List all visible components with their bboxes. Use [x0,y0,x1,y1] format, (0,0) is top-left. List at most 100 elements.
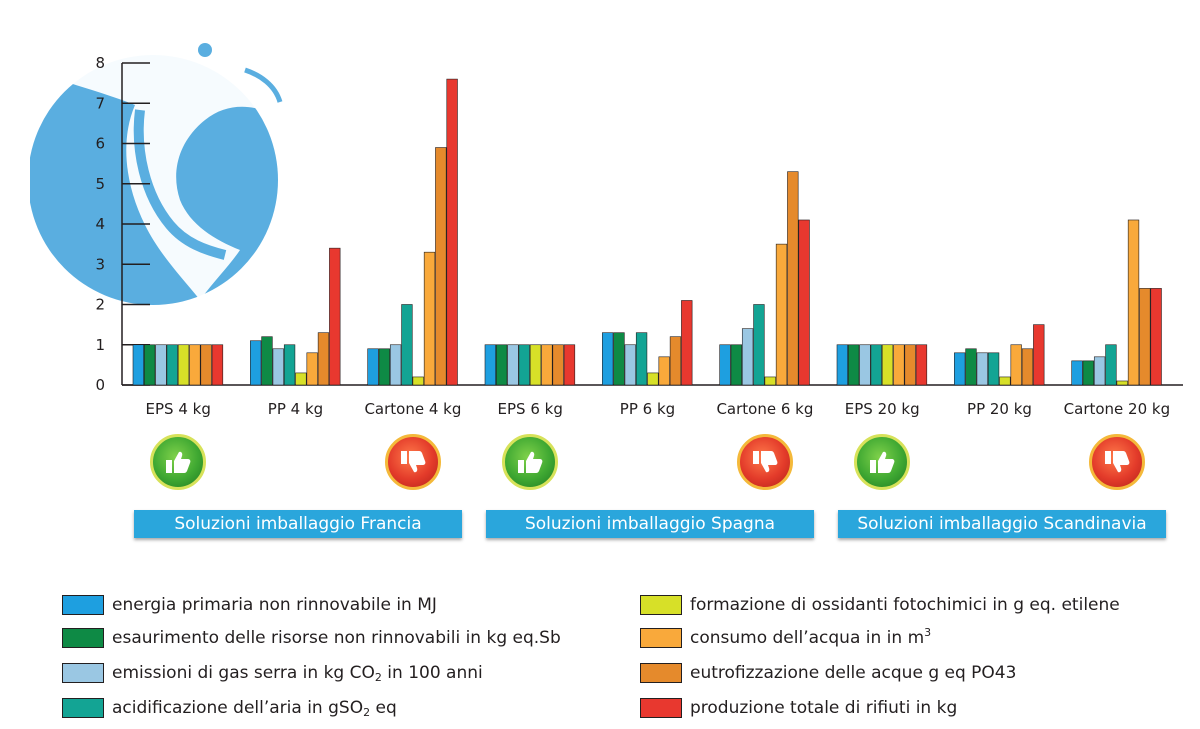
bar-gas_serra [741,328,754,386]
category-label: Cartone 20 kg [1064,400,1170,418]
bar-rifiuti [798,219,810,386]
bar-gas_serra [155,344,167,386]
bar-rifiuti [563,344,576,386]
bar-rifiuti [446,78,458,386]
bar-gas_serra [624,344,636,386]
bar-acqua [1010,344,1022,386]
legend-label-gas-serra: emissioni di gas serra in kg CO2 in 100 … [112,663,483,684]
bar-acqua [423,251,436,386]
bar-energia [250,340,262,386]
bar-energia [602,332,614,386]
bar-acidificazione [635,332,648,386]
bar-eutrofizzazione [552,344,564,386]
bar-acidificazione [987,352,1000,386]
legend-swatch-eutrofizzazione [640,663,682,683]
thumbs-down-badge [736,434,793,490]
bar-energia [132,344,144,386]
bar-eutrofizzazione [904,344,916,386]
category-label: PP 6 kg [620,400,675,418]
bar-acqua [893,344,905,386]
bar-eutrofizzazione [435,147,447,386]
bar-esaurimento [261,336,273,386]
bar-acqua [541,344,553,386]
bar-gas_serra [272,348,284,386]
bar-acqua [658,356,670,386]
bar-ossidanti [881,344,894,386]
bars [132,78,1162,386]
category-label: Cartone 4 kg [364,400,461,418]
bar-eutrofizzazione [787,171,799,386]
legend-swatch-ossidanti [640,595,682,615]
bar-eutrofizzazione [200,344,212,386]
bar-energia [719,344,731,386]
bar-esaurimento [495,344,508,386]
bar-ossidanti [764,376,776,386]
category-label: PP 20 kg [967,400,1032,418]
bar-ossidanti [647,372,659,386]
bar-rifiuti [329,247,341,386]
bar-esaurimento [1082,360,1094,386]
category-labels: EPS 4 kg PP 4 kg Cartone 4 kg EPS 6 kg PP 6 … [146,400,1171,418]
bar-energia [484,344,496,386]
legend-swatch-acidificazione [62,698,104,718]
bar-ossidanti [529,344,542,386]
category-label: EPS 4 kg [146,400,211,418]
legend-label-eutrofizzazione: eutrofizzazione delle acque g eq PO43 [690,663,1017,683]
legend-label-ossidanti: formazione di ossidanti fotochimici in g… [690,595,1120,615]
bar-rifiuti [1033,324,1045,386]
category-label: Cartone 6 kg [716,400,813,418]
y-tick-label: 0 [95,376,105,394]
bar-esaurimento [144,344,156,386]
y-tick-label: 5 [95,175,105,193]
bar-acidificazione [401,304,413,386]
y-tick-label: 1 [95,336,105,354]
y-tick-label: 2 [95,296,105,314]
thumbs-up-badge [502,434,559,490]
bar-esaurimento [965,348,977,386]
category-label: EPS 6 kg [498,400,563,418]
bar-ossidanti [999,376,1011,386]
region-banner-spagna: Soluzioni imballaggio Spagna [486,510,814,538]
bar-acidificazione [283,344,296,386]
bar-energia [836,344,848,386]
legend-swatch-gas-serra [62,663,104,683]
thumbs-up-badge [150,434,207,490]
bar-eutrofizzazione [1139,288,1151,386]
legend-label-rifiuti: produzione totale di rifiuti in kg [690,698,958,718]
category-label: PP 4 kg [268,400,323,418]
bar-acqua [189,344,201,386]
y-tick-label: 6 [95,135,105,153]
bar-rifiuti [211,344,224,386]
bar-acqua [306,352,318,386]
bar-ossidanti [412,376,424,386]
legend-label-acidificazione: acidificazione dell’aria in gSO2 eq [112,698,397,719]
bar-gas_serra [389,344,402,386]
fish-logo-icon [30,22,290,305]
category-label: EPS 20 kg [845,400,920,418]
bar-ossidanti [177,344,190,386]
bar-ossidanti [295,372,307,386]
legend-label-esaurimento: esaurimento delle risorse non rinnovabil… [112,628,561,648]
bar-rifiuti [915,344,928,386]
legend-label-energia: energia primaria non rinnovabile in MJ [112,595,437,615]
bar-esaurimento [613,332,625,386]
thumbs-down-badge [1088,434,1145,490]
bar-acidificazione [518,344,530,386]
bar-energia [954,352,966,386]
legend-swatch-acqua [640,628,682,648]
bar-energia [1071,360,1083,386]
bar-acqua [775,243,788,386]
y-tick-label: 4 [95,215,105,233]
bar-gas_serra [1093,356,1106,386]
region-banner-francia: Soluzioni imballaggio Francia [134,510,462,538]
legend-label-acqua: consumo dell’acqua in in m3 [690,626,932,648]
legend-swatch-rifiuti [640,698,682,718]
bar-acidificazione [870,344,882,386]
bar-eutrofizzazione [317,332,330,386]
bar-esaurimento [378,348,390,386]
bar-eutrofizzazione [1021,348,1034,386]
y-tick-label: 3 [95,255,105,273]
bar-gas_serra [976,352,988,386]
y-tick-label: 7 [95,94,105,112]
bar-rifiuti [681,300,693,386]
